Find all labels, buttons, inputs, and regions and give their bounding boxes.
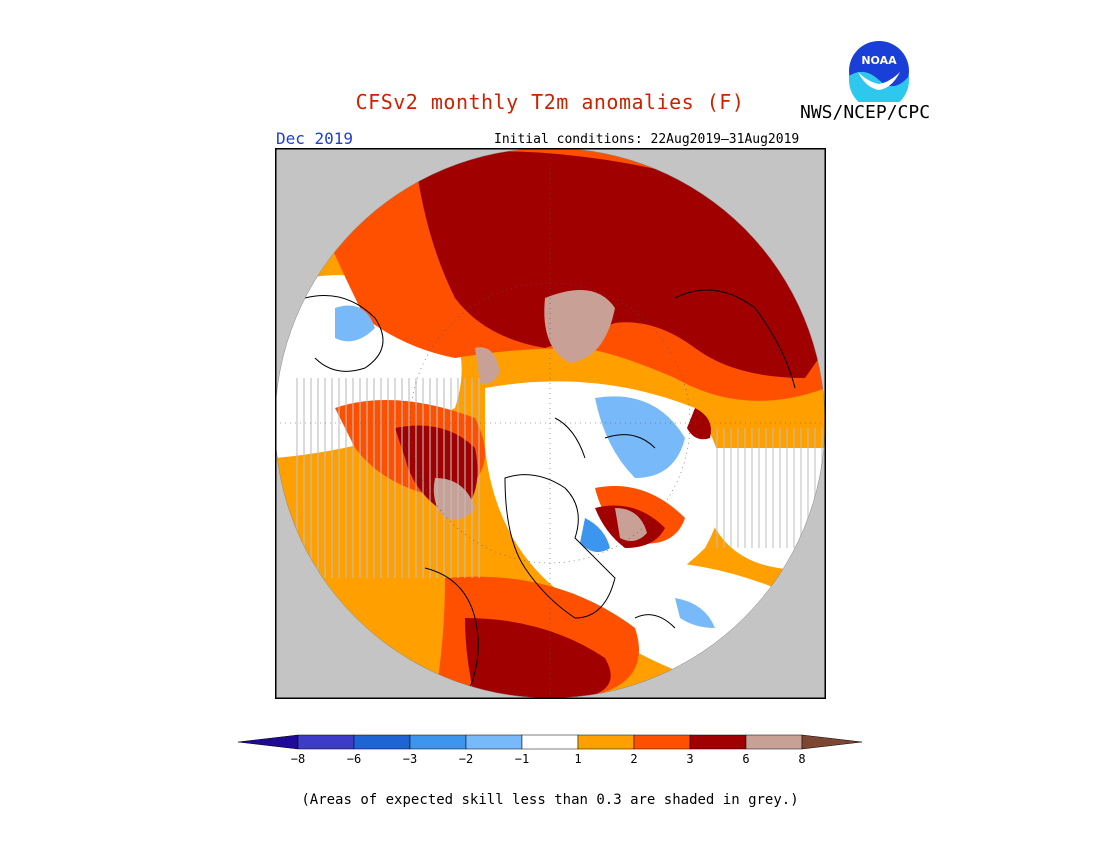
skill-footnote: (Areas of expected skill less than 0.3 a… [301, 792, 799, 808]
color-legend [237, 732, 868, 756]
map-frame [275, 148, 826, 699]
legend-tick: 8 [798, 752, 806, 766]
legend-swatch [353, 734, 411, 750]
legend-swatch [521, 734, 579, 750]
legend-tick: −8 [290, 752, 306, 766]
organization-label: NWS/NCEP/CPC [800, 102, 931, 123]
logo-text: NOAA [861, 54, 897, 67]
polar-anomaly-map [274, 147, 826, 703]
legend-tick: −2 [458, 752, 474, 766]
legend-swatch [577, 734, 635, 750]
legend-tick: −1 [514, 752, 530, 766]
legend-swatch [689, 734, 747, 750]
legend-swatch [633, 734, 691, 750]
legend-swatch [745, 734, 803, 750]
legend-tick: −3 [402, 752, 418, 766]
legend-tick-labels: −8 −6 −3 −2 −1 1 2 3 6 8 [238, 752, 868, 768]
initial-conditions: Initial conditions: 22Aug2019–31Aug2019 [494, 132, 800, 147]
legend-tick: 1 [574, 752, 582, 766]
chart-title: CFSv2 monthly T2m anomalies (F) [355, 90, 745, 114]
noaa-logo: NOAA [848, 40, 910, 110]
legend-tick: 6 [742, 752, 750, 766]
legend-arrow-low [237, 734, 299, 750]
legend-tick: 3 [686, 752, 694, 766]
legend-swatch [465, 734, 523, 750]
legend-swatch [409, 734, 467, 750]
legend-swatch [297, 734, 355, 750]
legend-tick: −6 [346, 752, 362, 766]
forecast-month: Dec 2019 [276, 129, 354, 148]
legend-tick: 2 [630, 752, 638, 766]
legend-arrow-high [801, 734, 863, 750]
